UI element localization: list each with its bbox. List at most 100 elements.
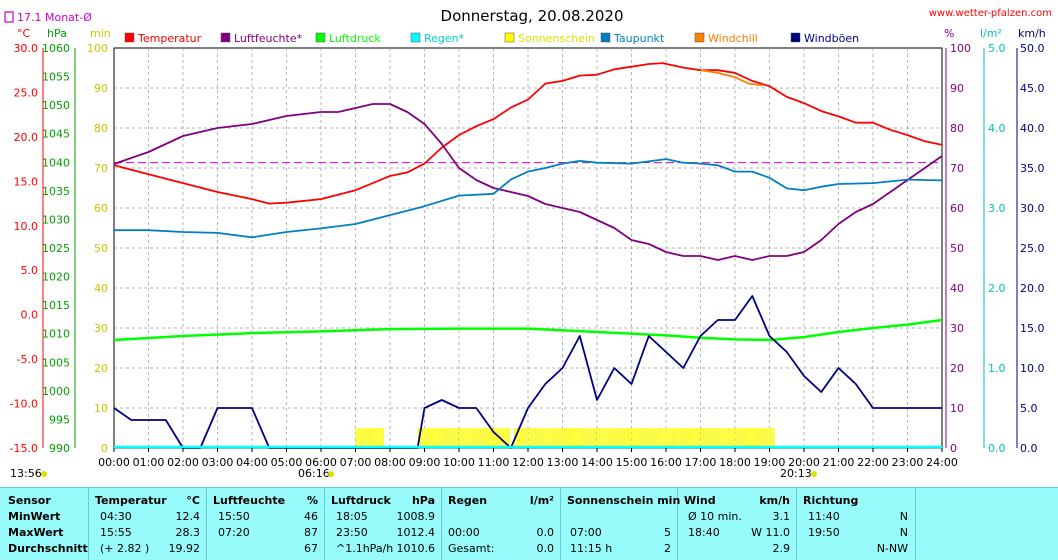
sunshine-bar (746, 428, 748, 448)
axis-tick-label: 30 (94, 322, 108, 335)
sunshine-bar (667, 428, 669, 448)
sunshine-bar (477, 428, 480, 448)
sunshine-bar (361, 428, 364, 448)
sunshine-bar (563, 428, 566, 448)
sunshine-bar (561, 428, 564, 448)
sunshine-bar (659, 428, 661, 448)
sunshine-bar (522, 428, 524, 448)
sunshine-bar (502, 428, 504, 448)
sunshine-bar (648, 428, 651, 448)
sunshine-bar (372, 428, 374, 448)
x-tick-label: 24:00 (926, 456, 958, 469)
x-tick-label: 08:00 (374, 456, 406, 469)
sunshine-bar (572, 428, 574, 448)
x-axis: 00:00 01:00 02:00 03:00 04:00 05:00 06:00 07:00… (98, 448, 958, 469)
axis-tick-label: 40 (950, 282, 964, 295)
header-wind: Wind (684, 494, 716, 507)
sunshine-bar (719, 428, 721, 448)
sunshine-bar (508, 428, 511, 448)
sunshine-bar (681, 428, 684, 448)
axis-tick-label: 40.0 (1020, 122, 1045, 135)
sunshine-bar (743, 428, 746, 448)
wind-value: W 11.0 (751, 526, 790, 539)
sunshine-bar (663, 428, 665, 448)
sunshine-bar (657, 428, 659, 448)
axis-tick-label: 1025 (42, 242, 70, 255)
series-luftfeuchte (113, 103, 943, 261)
x-tick-label: 13:00 (547, 456, 579, 469)
sunshine-bar (473, 428, 475, 448)
header-rain-unit: l/m² (529, 494, 554, 507)
sunshine-bar (576, 428, 578, 448)
x-tick-label: 12:00 (512, 456, 544, 469)
sunshine-bar (654, 428, 657, 448)
series-windben (113, 295, 942, 449)
axis-tick-label: 25.0 (14, 86, 39, 99)
axis-tick-label: 1020 (42, 271, 70, 284)
sunshine-bar (584, 428, 587, 448)
sunshine-bar (733, 428, 736, 448)
axis-tick-label: 70 (950, 162, 964, 175)
chart-title: Donnerstag, 20.08.2020 (441, 7, 624, 25)
x-tick-label: 01:00 (133, 456, 165, 469)
sunshine-bar (642, 428, 645, 448)
axis-tick-label: 30 (950, 322, 964, 335)
axis-tick-label: 1015 (42, 299, 70, 312)
axis-tick-label: 10.0 (1020, 362, 1045, 375)
header-hum-unit: % (306, 494, 318, 507)
axis-tick-label: 3.0 (988, 202, 1006, 215)
dir-value: N (899, 526, 908, 539)
sunshine-bar (692, 428, 694, 448)
site-link[interactable]: www.wetter-pfalzen.com (929, 8, 1052, 19)
sunshine-bar (355, 428, 357, 448)
header-press-unit: hPa (411, 494, 435, 507)
sunshine-bar (731, 428, 734, 448)
axis-tick-label: 995 (49, 413, 70, 426)
legend-swatch (220, 32, 231, 43)
sunshine-bar (706, 428, 709, 448)
col-sep (796, 488, 797, 560)
hum-value: 67 (304, 542, 318, 555)
sun-dot-sunset (811, 471, 817, 477)
legend-swatch (504, 32, 515, 43)
sunshine-bar (430, 428, 432, 448)
press-time: ^1.1hPa/h (336, 542, 394, 555)
x-tick-label: 10:00 (443, 456, 475, 469)
dir-time: 11:40 (808, 510, 840, 523)
sunshine-bar (603, 428, 605, 448)
temp-time: (+ 2.82 ) (100, 542, 150, 555)
sunshine-bar (479, 428, 482, 448)
sunshine-bar (717, 428, 719, 448)
x-tick-label: 19:00 (754, 456, 786, 469)
sunshine-bar (570, 428, 572, 448)
sunshine-bar (528, 428, 531, 448)
sunshine-bar (539, 428, 541, 448)
axis-tick-label: 60 (94, 202, 108, 215)
axis-tick-label: 50 (94, 242, 108, 255)
row-label: Durchschnitt (8, 542, 88, 555)
sunshine-bar (764, 428, 767, 448)
sunshine-bar (694, 428, 696, 448)
sun-dot-left (41, 471, 47, 477)
sunshine-bar (673, 428, 676, 448)
x-tick-label: 15:00 (616, 456, 648, 469)
sunshine-bar (599, 428, 601, 448)
sunshine-bar (419, 428, 422, 448)
hum-time: 07:20 (218, 526, 250, 539)
weather-chart: Donnerstag, 20.08.2020 www.wetter-pfalze… (4, 7, 1052, 480)
sunshine-bar (417, 428, 420, 448)
sunshine-bar (434, 428, 436, 448)
legend-swatch (694, 32, 705, 43)
sunshine-bar (686, 428, 688, 448)
row-label: MinWert (8, 510, 61, 523)
legend-swatch (315, 32, 326, 43)
sunshine-bar (557, 428, 560, 448)
sunshine-bar (609, 428, 611, 448)
sunshine-bar (621, 428, 624, 448)
header-rain: Regen (448, 494, 488, 507)
axis-tick-label: 1050 (42, 99, 70, 112)
axis-tick-label: 90 (94, 82, 108, 95)
sunshine-bar (632, 428, 634, 448)
axis-tick-label: -15.0 (10, 442, 38, 455)
sunshine-bar (469, 428, 471, 448)
